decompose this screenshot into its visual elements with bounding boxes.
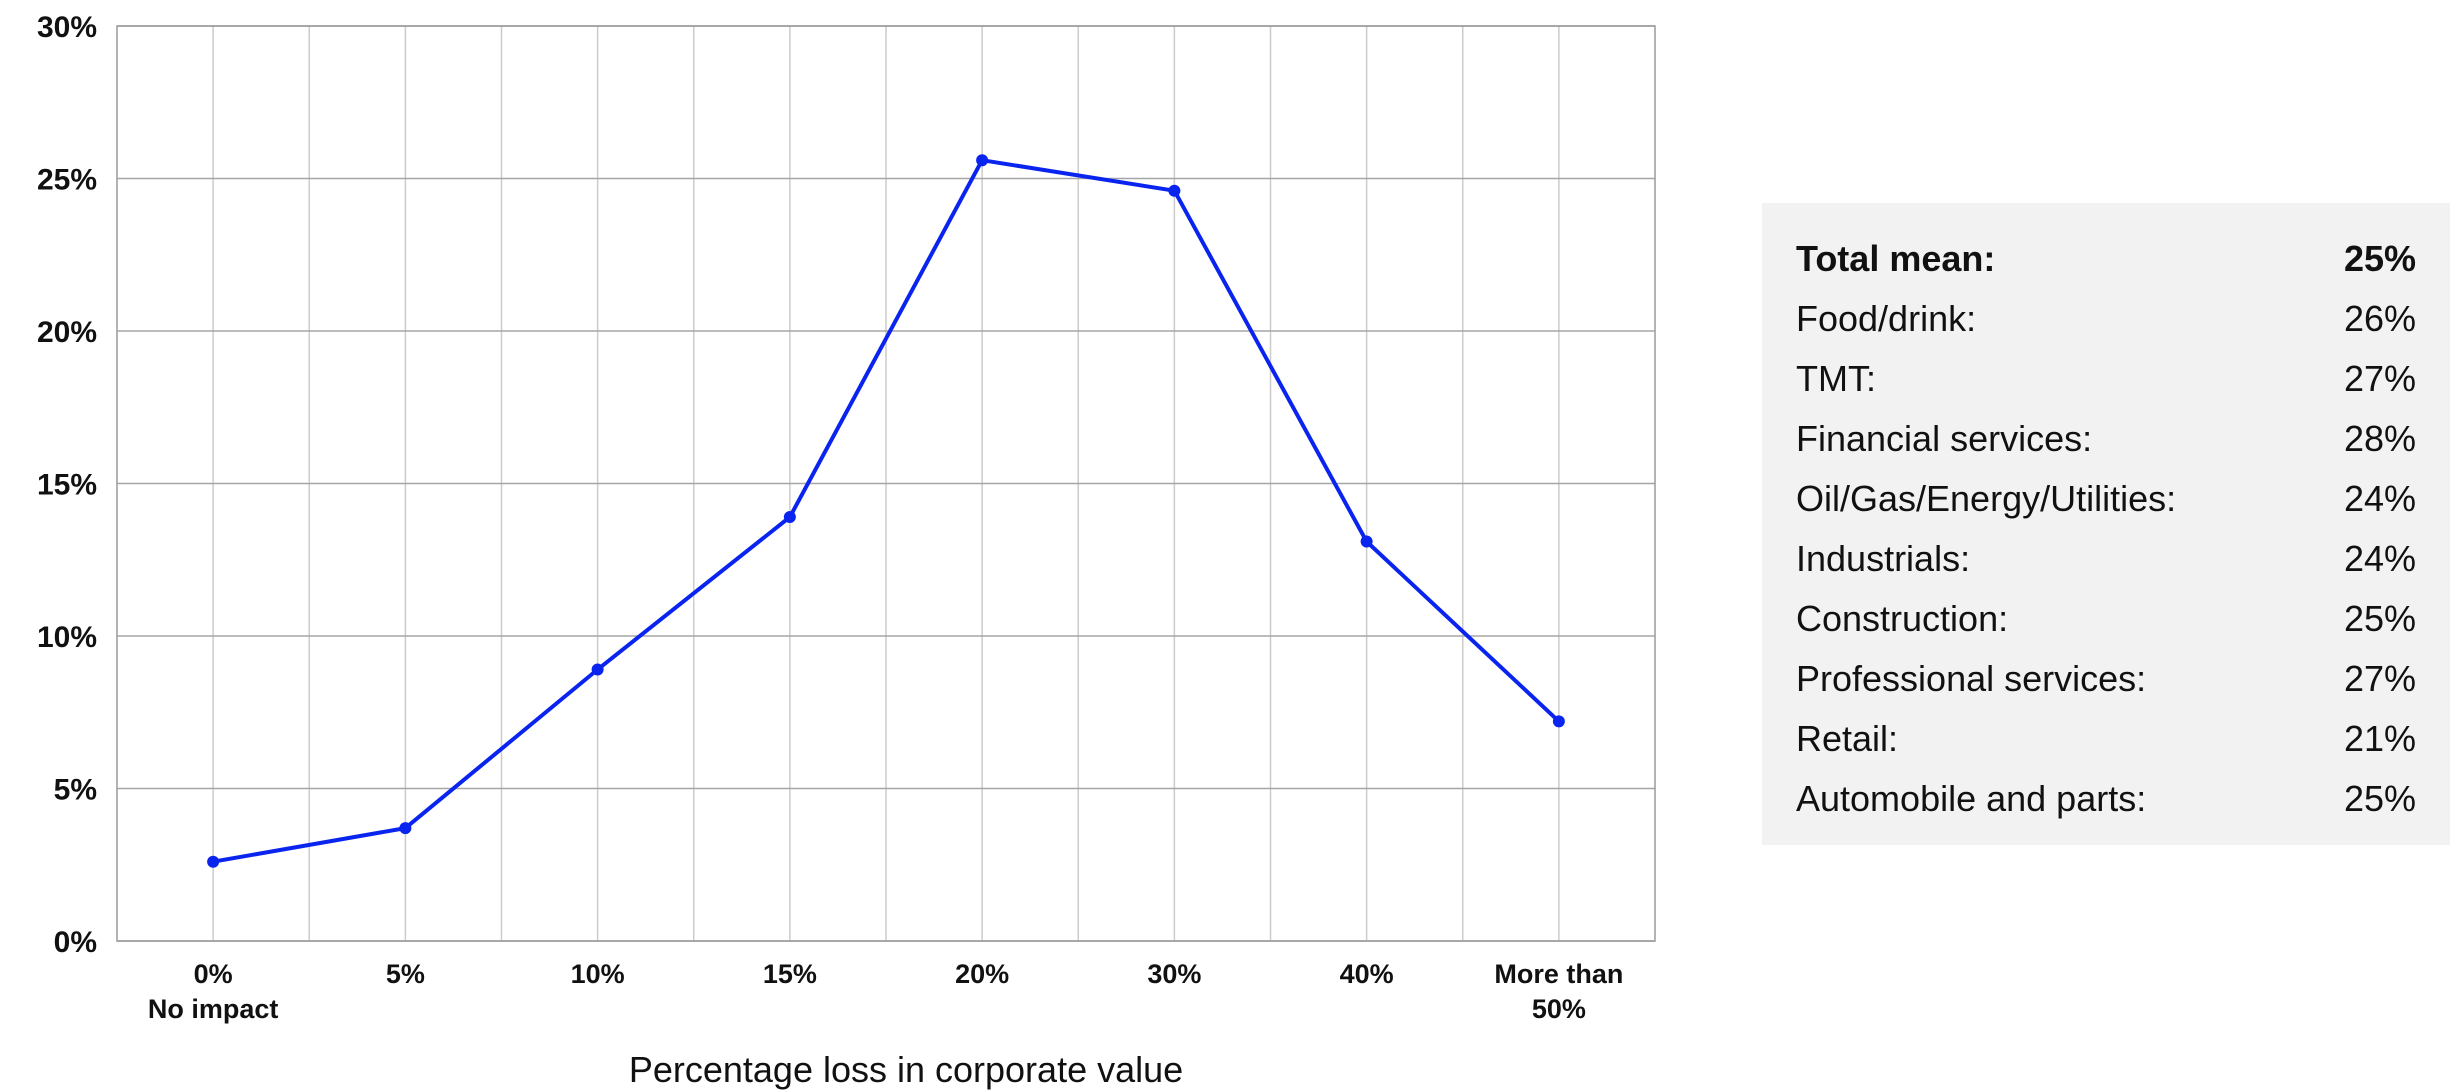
y-tick-label: 15%	[37, 469, 97, 502]
series-line	[212, 158, 1561, 864]
mean-row: Financial services: 28%	[1796, 409, 2416, 469]
x-tick-label: 20%	[955, 959, 1009, 989]
data-point	[399, 822, 412, 835]
data-point	[207, 855, 220, 868]
mean-value: 27%	[2343, 658, 2416, 699]
mean-label: Professional services:	[1796, 658, 2147, 699]
x-axis-title: Percentage loss in corporate value	[629, 1049, 1183, 1090]
line-chart: 0% 5% 10% 15% 20% 25% 30% 0% No impact 5% 10% 15% 2…	[37, 11, 1656, 1090]
mean-label: Oil/Gas/Energy/Utilities:	[1796, 478, 2177, 519]
mean-value: 28%	[2343, 418, 2416, 459]
mean-row-total: Total mean: 25%	[1796, 229, 2416, 289]
mean-label: Retail:	[1796, 718, 1899, 759]
x-tick-label: 5%	[386, 959, 425, 989]
data-point	[591, 663, 604, 676]
x-axis-ticks: 0% No impact 5% 10% 15% 20% 30% 40% More than 50%	[148, 959, 1624, 1024]
y-tick-label: 5%	[54, 774, 97, 807]
sector-mean-panel: Total mean: 25% Food/drink: 26% TMT: 27% Fin…	[1762, 203, 2450, 845]
y-tick-label: 30%	[37, 11, 97, 44]
mean-label: Financial services:	[1796, 418, 2093, 459]
x-tick-label: More than	[1494, 959, 1623, 989]
mean-row: Industrials: 24%	[1796, 529, 2416, 589]
mean-row: Construction: 25%	[1796, 589, 2416, 649]
mean-label: Food/drink:	[1796, 298, 1977, 339]
y-tick-label: 10%	[37, 621, 97, 654]
chart-gridlines	[117, 25, 1655, 942]
data-point	[1360, 535, 1373, 548]
y-tick-label: 25%	[37, 164, 97, 197]
mean-row: Automobile and parts: 25%	[1796, 769, 2416, 829]
data-point	[976, 154, 989, 167]
mean-value: 25%	[2343, 238, 2416, 279]
data-point	[1552, 715, 1565, 728]
x-tick-label: 30%	[1147, 959, 1201, 989]
data-point	[1168, 184, 1181, 197]
mean-label: Industrials:	[1796, 538, 1971, 579]
mean-label: Total mean:	[1796, 238, 1996, 279]
mean-label: TMT:	[1796, 358, 1876, 399]
mean-row: Food/drink: 26%	[1796, 289, 2416, 349]
y-tick-label: 20%	[37, 316, 97, 349]
x-tick-label: 40%	[1340, 959, 1394, 989]
mean-label: Automobile and parts:	[1796, 778, 2147, 819]
mean-value: 25%	[2343, 598, 2416, 639]
mean-row: Oil/Gas/Energy/Utilities: 24%	[1796, 469, 2416, 529]
mean-value: 26%	[2343, 298, 2416, 339]
mean-row: Retail: 21%	[1796, 709, 2416, 769]
mean-value: 24%	[2343, 478, 2416, 519]
x-tick-label: No impact	[148, 994, 279, 1024]
mean-rows: Food/drink: 26% TMT: 27% Financial services:…	[1796, 289, 2416, 829]
mean-value: 24%	[2343, 538, 2416, 579]
x-tick-label: 15%	[763, 959, 817, 989]
mean-value: 27%	[2343, 358, 2416, 399]
mean-row: TMT: 27%	[1796, 349, 2416, 409]
x-tick-label: 10%	[571, 959, 625, 989]
data-point	[783, 511, 796, 524]
mean-row: Professional services: 27%	[1796, 649, 2416, 709]
x-tick-label: 50%	[1532, 994, 1586, 1024]
mean-value: 21%	[2343, 718, 2416, 759]
series-points	[207, 154, 1565, 868]
y-tick-label: 0%	[54, 926, 97, 959]
plot-area-frame	[116, 25, 1656, 942]
y-axis-ticks: 0% 5% 10% 15% 20% 25% 30%	[37, 11, 97, 959]
x-tick-label: 0%	[194, 959, 233, 989]
mean-value: 25%	[2343, 778, 2416, 819]
mean-label: Construction:	[1796, 598, 2009, 639]
